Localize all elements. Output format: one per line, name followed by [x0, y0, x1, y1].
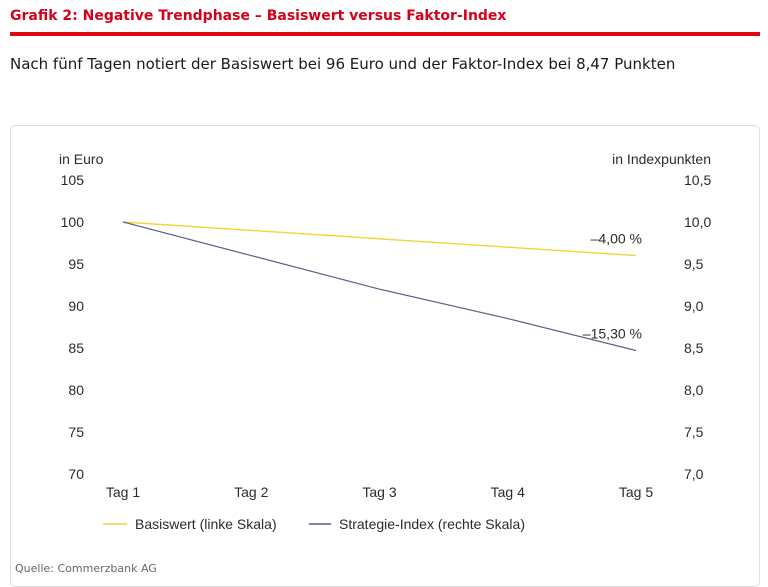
end-value-label: –4,00 % — [591, 231, 642, 247]
x-tick-label: Tag 1 — [106, 484, 140, 500]
legend-label: Basiswert (linke Skala) — [135, 516, 277, 532]
left-tick-label: 100 — [61, 214, 85, 230]
left-tick-label: 80 — [68, 382, 84, 398]
right-tick-label: 7,5 — [684, 424, 704, 440]
left-tick-label: 95 — [68, 256, 84, 272]
left-axis-ticks: 105 100 95 90 85 80 75 70 — [61, 172, 85, 482]
right-tick-label: 9,5 — [684, 256, 704, 272]
right-tick-label: 9,0 — [684, 298, 704, 314]
left-tick-label: 90 — [68, 298, 84, 314]
chart-heading: Grafik 2: Negative Trendphase – Basiswer… — [10, 8, 507, 24]
series-line-strategie-index — [122, 221, 637, 352]
series-lines — [122, 221, 637, 352]
x-tick-label: Tag 3 — [362, 484, 396, 500]
left-tick-label: 75 — [68, 424, 84, 440]
right-tick-label: 10,5 — [684, 172, 711, 188]
right-tick-label: 8,0 — [684, 382, 704, 398]
line-chart: in Euro in Indexpunkten 105 100 95 90 85 80 75… — [59, 151, 711, 532]
x-tick-label: Tag 2 — [234, 484, 268, 500]
chart-container: in Euro in Indexpunkten 105 100 95 90 85 80 75… — [10, 125, 760, 587]
end-value-label: –15,30 % — [583, 326, 642, 342]
x-tick-label: Tag 5 — [619, 484, 653, 500]
left-tick-label: 105 — [61, 172, 85, 188]
end-labels: –4,00 % –15,30 % — [583, 231, 642, 342]
right-tick-label: 10,0 — [684, 214, 711, 230]
left-tick-label: 85 — [68, 340, 84, 356]
x-axis-ticks: Tag 1 Tag 2 Tag 3 Tag 4 Tag 5 — [106, 484, 653, 500]
heading-rule — [10, 32, 760, 36]
x-tick-label: Tag 4 — [491, 484, 525, 500]
lead-text: Nach fünf Tagen notiert der Basiswert be… — [10, 55, 676, 73]
left-tick-label: 70 — [68, 466, 84, 482]
left-axis-label: in Euro — [59, 151, 104, 167]
source-note: Quelle: Commerzbank AG — [15, 562, 157, 575]
series-line-basiswert — [122, 221, 637, 257]
legend-label: Strategie-Index (rechte Skala) — [339, 516, 525, 532]
legend: Basiswert (linke Skala) Strategie-Index (… — [103, 516, 525, 532]
right-axis-label: in Indexpunkten — [612, 151, 711, 167]
right-tick-label: 7,0 — [684, 466, 704, 482]
right-axis-ticks: 10,5 10,0 9,5 9,0 8,5 8,0 7,5 7,0 — [684, 172, 711, 482]
right-tick-label: 8,5 — [684, 340, 704, 356]
